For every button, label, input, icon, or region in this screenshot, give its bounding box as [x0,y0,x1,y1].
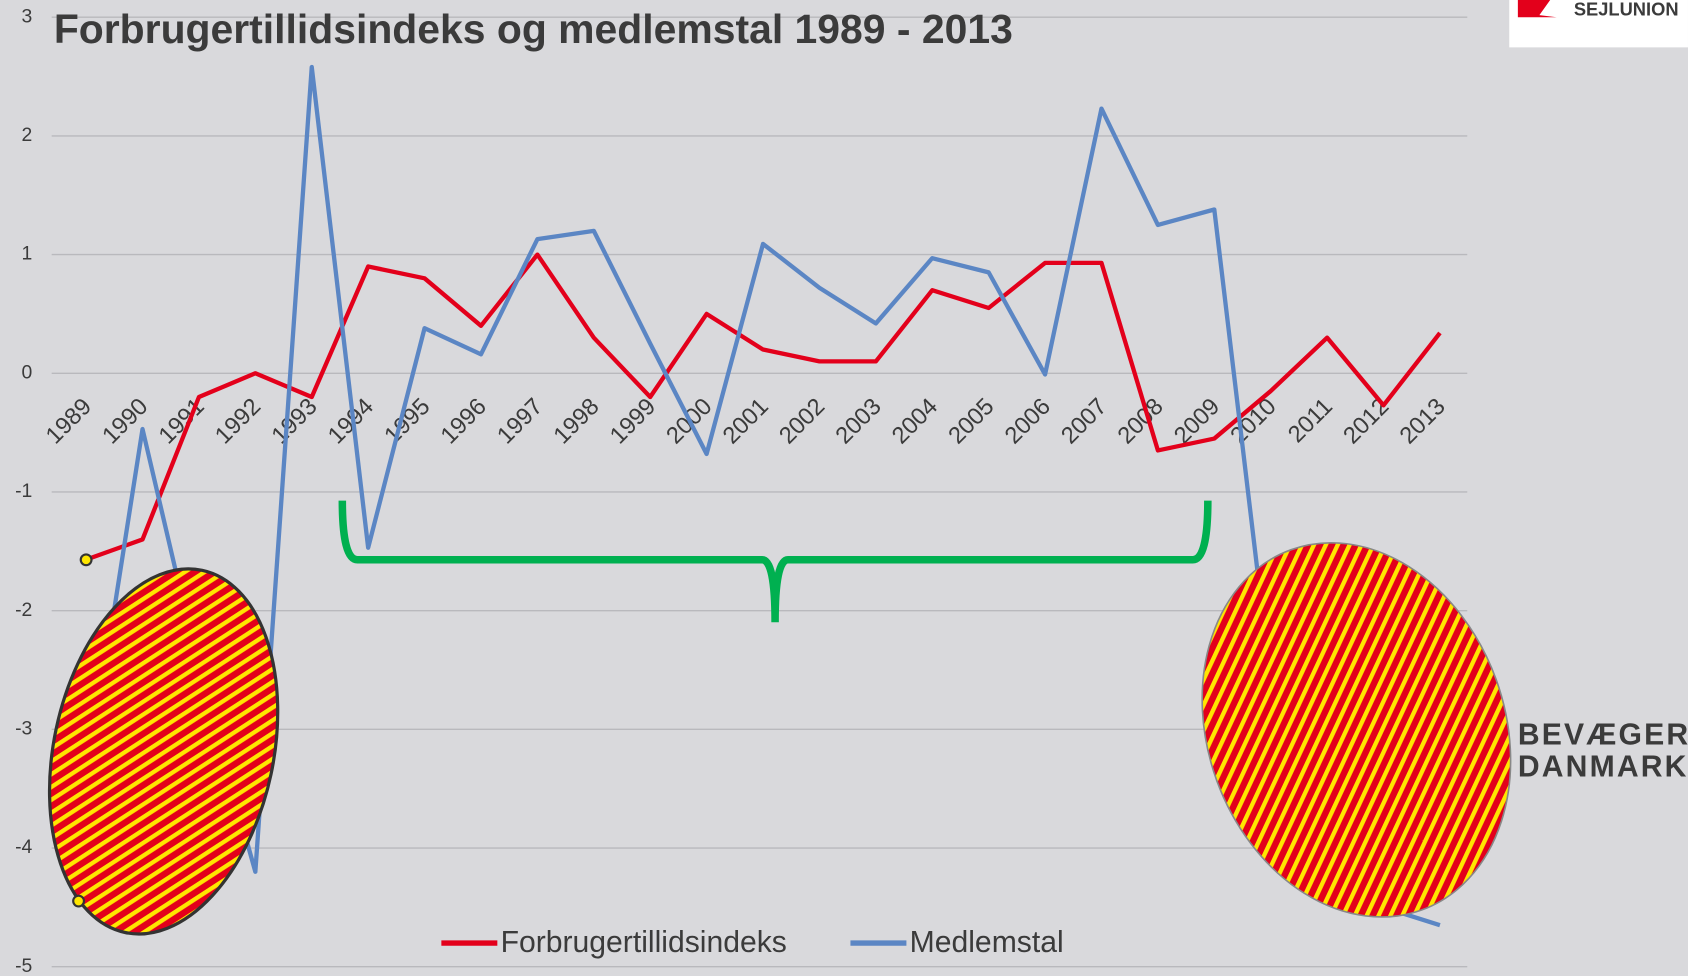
lines [83,64,1442,928]
y-tick-label: -4 [15,836,32,858]
x-tick-label: 2008 [1113,394,1169,450]
y-tick-label: 3 [22,5,33,27]
y-tick-label: -1 [15,480,32,502]
x-tick-label: 2006 [1000,394,1056,450]
y-tick-label: 1 [22,243,33,265]
legend-label: Medlemstal [910,926,1064,959]
x-tick-label: 1989 [41,394,97,450]
y-tick-label: -2 [15,599,32,621]
x-tick-label: 2002 [775,394,831,450]
x-tick-label: 2005 [944,394,1000,450]
x-tick-label: 2011 [1284,394,1338,448]
x-tick-label: 2004 [887,394,943,450]
logo-text: BEVÆGER [1518,718,1688,751]
y-tick-label: 2 [22,124,33,146]
x-tick-label: 1996 [436,394,492,450]
handle [72,894,86,908]
x-tick-label: 1993 [267,394,323,450]
y-tick-label: -5 [15,955,32,976]
brace [338,500,1212,623]
x-tick-label: 2007 [1057,394,1113,450]
x-tick-label: 1997 [493,394,549,450]
logo-text: SEJLUNION [1574,0,1679,20]
data-line [83,64,1441,928]
x-tick-label: 2003 [831,394,887,450]
hatched-ellipse [47,567,280,936]
x-tick-label: 1998 [549,394,605,450]
data-line [85,252,1442,562]
logo-text: DANMARK [1518,751,1688,784]
x-tick-label: 1992 [211,394,267,450]
y-tick-label: 0 [22,361,33,383]
chart-title: Forbrugertillidsindeks og medlemstal 198… [54,6,1013,52]
hatched-ellipse [1201,541,1512,918]
y-tick-label: -3 [15,717,32,739]
logo-icon [1517,0,1557,18]
handle [79,553,93,567]
x-tick-label: 2013 [1395,394,1451,450]
x-tick-label: 1999 [605,394,661,450]
decorations: SEJLUNION BEVÆGER DANMARK [47,0,1688,936]
x-tick-label: 2001 [718,394,774,450]
legend-label: Forbrugertillidsindeks [501,926,787,959]
